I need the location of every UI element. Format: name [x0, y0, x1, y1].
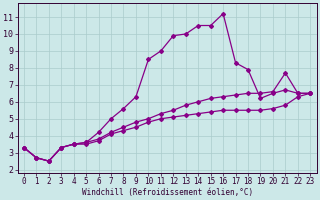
- X-axis label: Windchill (Refroidissement éolien,°C): Windchill (Refroidissement éolien,°C): [82, 188, 253, 197]
